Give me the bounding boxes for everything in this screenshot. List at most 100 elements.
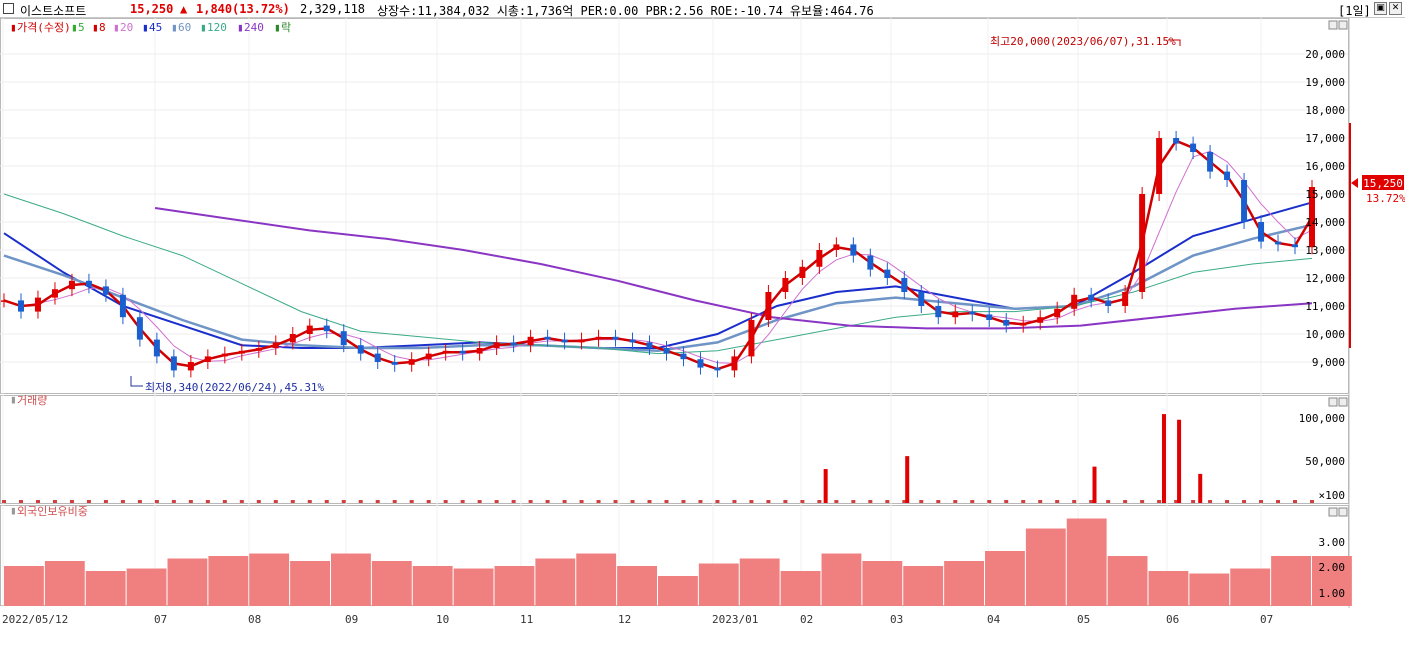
foreign-ownership-bar	[821, 553, 862, 606]
price-change-pct: (13.72%)	[232, 2, 290, 16]
volume-bar	[222, 500, 227, 503]
volume-tick-3: ×100	[1319, 489, 1346, 502]
volume-bar	[613, 500, 618, 503]
candle-body	[323, 325, 330, 332]
candle-body	[969, 311, 976, 315]
volume-bar	[681, 500, 686, 503]
volume-bar	[1276, 500, 1281, 503]
foreign-tick-2: 2.00	[1319, 561, 1346, 574]
volume-bar	[477, 500, 482, 503]
change-arrow-icon: ▲	[180, 2, 188, 16]
volume-bar	[443, 500, 448, 503]
date-tick-label: 03	[890, 613, 903, 626]
candle-body	[952, 311, 959, 318]
period-selector[interactable]: [1일]	[1338, 4, 1371, 18]
volume-bar	[1106, 500, 1111, 503]
volume-bar	[1174, 500, 1179, 503]
volume-bar	[698, 500, 703, 503]
candle-body	[1275, 241, 1282, 245]
foreign-ownership-bar	[44, 561, 85, 606]
date-tick-label: 2023/01	[712, 613, 758, 626]
legend-swatch: ▮	[274, 21, 281, 34]
foreign-ownership-bar	[617, 566, 657, 606]
volume-bar	[562, 500, 567, 503]
volume-bar	[800, 500, 805, 503]
volume-bar	[426, 500, 431, 503]
legend-item-8: 락	[281, 21, 291, 34]
volume-bar	[902, 500, 907, 503]
candle-body	[187, 362, 194, 371]
volume-bar	[545, 500, 550, 503]
volume-bar	[766, 500, 771, 503]
restore-icon[interactable]: ▣	[1374, 2, 1387, 15]
candle-body	[799, 266, 806, 278]
candle-body	[68, 280, 75, 290]
volume-bar	[205, 500, 210, 503]
volume-peak-bar	[1177, 419, 1182, 503]
foreign-ownership-bar	[985, 551, 1025, 606]
volume-bar	[358, 500, 363, 503]
date-tick-label: 05	[1077, 613, 1090, 626]
volume-bar	[1191, 500, 1196, 503]
foreign-ownership-bar	[658, 576, 698, 606]
volume-bar	[188, 500, 193, 503]
candle-body	[510, 342, 517, 346]
candle-body	[153, 339, 160, 357]
volume-bar	[970, 500, 975, 503]
volume-bar	[1072, 500, 1077, 503]
volume-bar	[273, 500, 278, 503]
foreign-ownership-bar	[535, 558, 576, 606]
high-annotation: 최고20,000(2023/06/07),31.15%	[990, 35, 1176, 48]
foreign-ownership-bar	[4, 566, 44, 606]
legend-item-7: 240	[244, 21, 264, 34]
volume-bar	[494, 500, 499, 503]
price-tag: 15,250	[1363, 177, 1403, 190]
legend-item-6: 120	[207, 21, 227, 34]
candle-body	[1122, 292, 1129, 306]
volume-bar	[647, 500, 652, 503]
candle-body	[1088, 294, 1095, 301]
candle-body	[238, 350, 245, 354]
volume-bar	[103, 500, 108, 503]
volume-bar	[1242, 500, 1247, 503]
stock-chart[interactable]: 9,000 10,000 11,000 12,000 13,000 14,000 15,00…	[0, 18, 1405, 648]
candle-body	[1, 300, 7, 302]
foreign-ownership-bar	[371, 561, 412, 606]
date-tick-label: 08	[248, 613, 261, 626]
price-tick-label: 14,000	[1305, 216, 1345, 229]
price-tick-label: 12,000	[1305, 272, 1345, 285]
foreign-ownership-bar	[1025, 528, 1066, 606]
price-tick-label: 15,000	[1305, 188, 1345, 201]
date-tick-label: 06	[1166, 613, 1179, 626]
volume-bar	[715, 500, 720, 503]
candle-body	[34, 297, 41, 312]
select-checkbox[interactable]	[3, 3, 14, 14]
foreign-ownership-bars	[4, 518, 1352, 606]
volume-bar	[579, 500, 584, 503]
candle-body	[782, 278, 789, 292]
stock-name[interactable]: 이스트소프트	[20, 4, 87, 18]
candle-body	[714, 367, 721, 371]
volume-tick-2: 50,000	[1305, 455, 1345, 468]
candle-body	[476, 348, 483, 354]
volume-bar	[1140, 500, 1145, 503]
foreign-ownership-bar	[780, 571, 821, 606]
candle-body	[1173, 138, 1180, 144]
panel-buttons[interactable]	[1328, 20, 1348, 517]
candle-body	[340, 331, 347, 346]
volume-bar	[154, 500, 159, 503]
close-icon[interactable]: ✕	[1389, 2, 1402, 15]
legend-item-0: 가격(수정)	[17, 21, 71, 34]
volume-bars	[2, 414, 1314, 503]
volume-bar	[596, 500, 601, 503]
volume-bar	[511, 500, 516, 503]
foreign-ownership-bar	[494, 566, 535, 606]
candle-body	[986, 314, 993, 320]
volume-bar	[120, 500, 125, 503]
panel-frames	[0, 18, 1350, 608]
date-tick-label: 12	[618, 613, 631, 626]
foreign-ownership-bar	[576, 553, 617, 606]
candle-body	[884, 269, 891, 278]
price-pct-tag: 13.72%	[1366, 192, 1405, 205]
foreign-ownership-bar	[1066, 518, 1107, 606]
